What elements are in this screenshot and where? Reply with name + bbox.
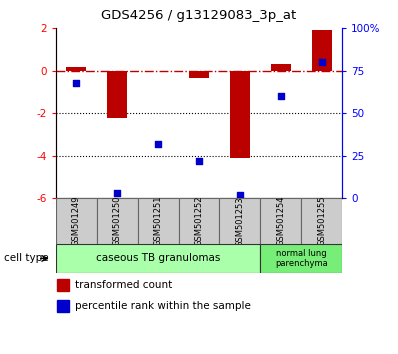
Bar — [179, 198, 219, 244]
Point — [114, 190, 120, 196]
Text: transformed count: transformed count — [75, 280, 172, 290]
Bar — [56, 244, 260, 273]
Point — [278, 93, 284, 99]
Point — [155, 141, 161, 147]
Point — [237, 192, 243, 198]
Text: GSM501250: GSM501250 — [113, 196, 122, 246]
Text: GSM501251: GSM501251 — [154, 196, 162, 246]
Point — [196, 158, 202, 164]
Bar — [301, 198, 342, 244]
Bar — [260, 198, 301, 244]
Bar — [66, 67, 86, 71]
Text: GDS4256 / g13129083_3p_at: GDS4256 / g13129083_3p_at — [101, 9, 297, 22]
Text: GSM501253: GSM501253 — [236, 196, 244, 247]
Bar — [56, 198, 97, 244]
Bar — [138, 198, 179, 244]
Bar — [271, 64, 291, 71]
Bar — [189, 71, 209, 78]
Bar — [57, 300, 69, 312]
Text: normal lung
parenchyma: normal lung parenchyma — [275, 249, 328, 268]
Bar — [230, 71, 250, 158]
Point — [319, 59, 325, 65]
Point — [73, 80, 79, 86]
Text: GSM501249: GSM501249 — [72, 196, 81, 246]
Bar — [260, 244, 342, 273]
Bar — [219, 198, 260, 244]
Bar — [312, 30, 332, 71]
Text: percentile rank within the sample: percentile rank within the sample — [75, 301, 251, 311]
Bar — [97, 198, 138, 244]
Bar — [107, 71, 127, 118]
Text: GSM501254: GSM501254 — [276, 196, 285, 246]
Text: cell type: cell type — [4, 253, 49, 263]
Text: GSM501255: GSM501255 — [317, 196, 326, 246]
Text: caseous TB granulomas: caseous TB granulomas — [96, 253, 220, 263]
Text: GSM501252: GSM501252 — [195, 196, 203, 246]
Bar — [57, 280, 69, 291]
